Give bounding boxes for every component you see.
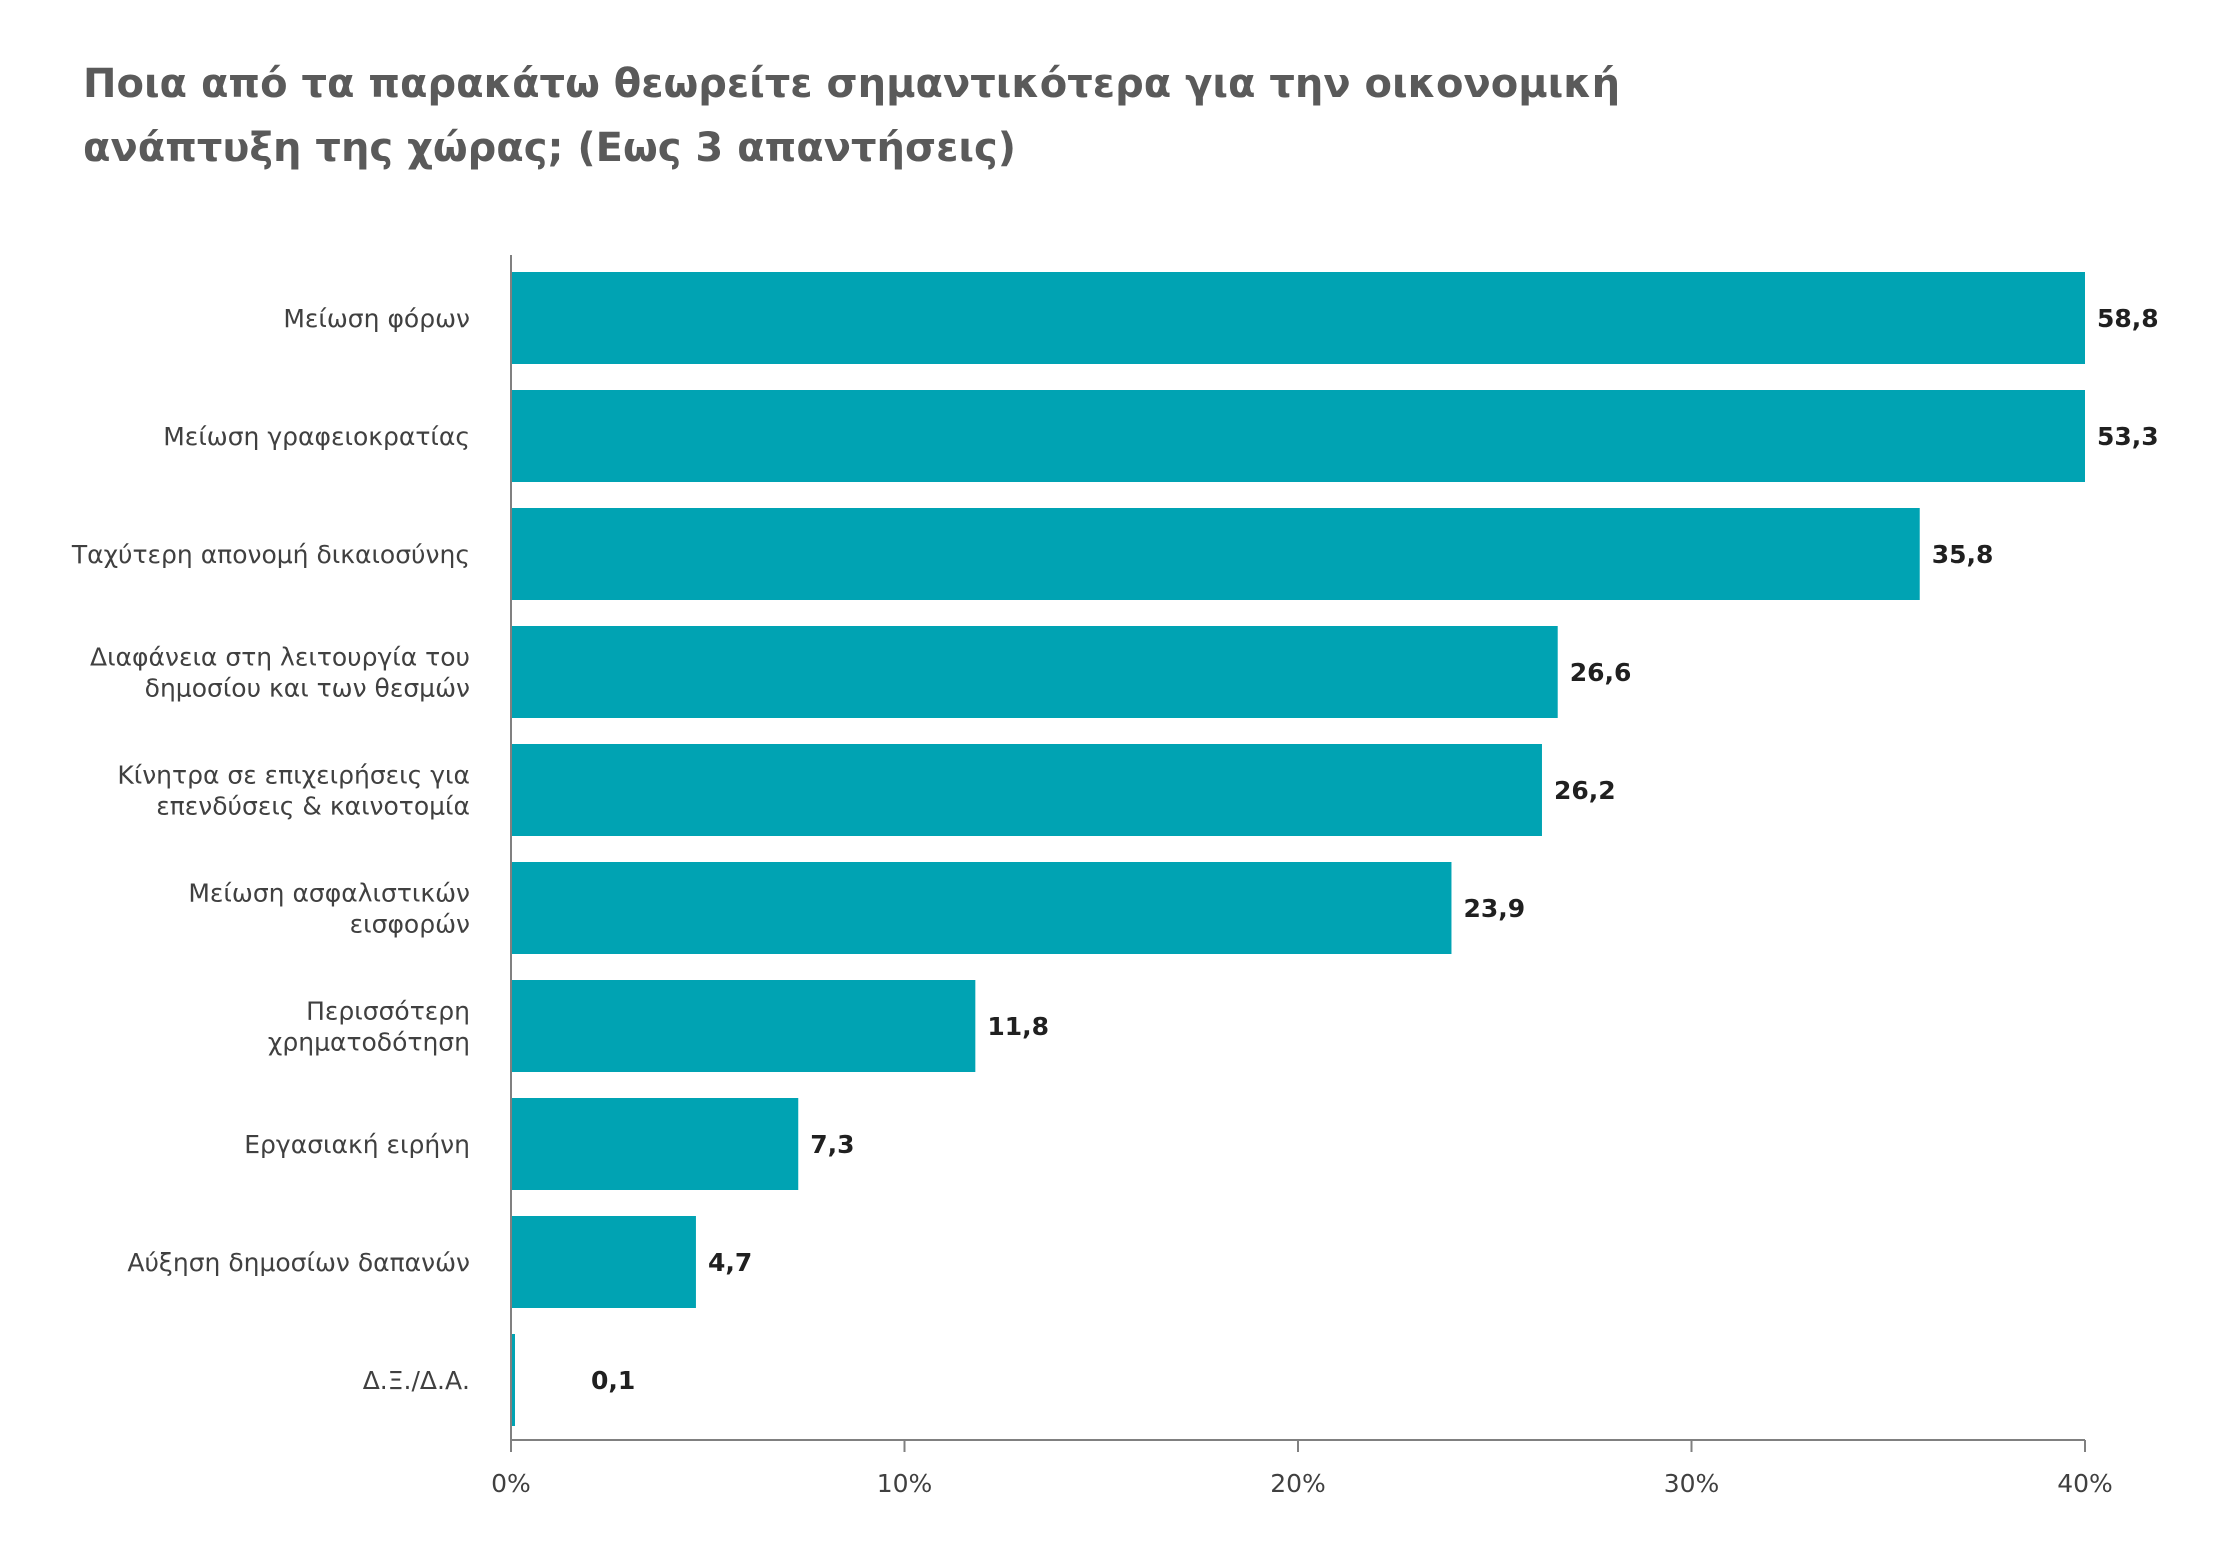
- value-label: 26,2: [1554, 776, 1616, 805]
- x-tick-label: 20%: [1270, 1469, 1326, 1498]
- category-label: επενδύσεις & καινοτομία: [156, 792, 470, 821]
- value-label: 26,6: [1570, 658, 1632, 687]
- bar: [511, 980, 976, 1072]
- value-labels-group: 58,8 53,3 35,8 26,6 26,2 23,9 11,8 7,3 4,7 0,1: [591, 304, 2159, 1395]
- category-label: Μείωση γραφειοκρατίας: [163, 422, 470, 451]
- category-label: χρηματοδότηση: [268, 1028, 470, 1057]
- category-label: Μείωση φόρων: [283, 304, 470, 333]
- category-label: Περισσότερη: [306, 997, 470, 1026]
- category-label: δημοσίου και των θεσμών: [145, 674, 470, 703]
- category-label: Διαφάνεια στη λειτουργία του: [90, 643, 470, 672]
- value-label: 11,8: [987, 1012, 1049, 1041]
- value-label: 4,7: [708, 1248, 752, 1277]
- category-label: Ταχύτερη απονομή δικαιοσύνης: [71, 540, 470, 569]
- bar: [511, 508, 1920, 600]
- x-tick-label: 30%: [1664, 1469, 1720, 1498]
- category-label: Μείωση ασφαλιστικών: [188, 879, 470, 908]
- value-label: 0,1: [591, 1366, 635, 1395]
- value-label: 7,3: [810, 1130, 854, 1159]
- bar: [511, 1334, 515, 1426]
- x-ticks-group: 0% 10% 20% 30% 40%: [491, 1440, 2113, 1498]
- value-label: 23,9: [1463, 894, 1525, 923]
- category-label: Αύξηση δημοσίων δαπανών: [127, 1248, 470, 1277]
- category-label: Εργασιακή ειρήνη: [244, 1130, 470, 1159]
- bar: [511, 1098, 799, 1190]
- bars-group: [511, 272, 2085, 1426]
- value-label: 58,8: [2097, 304, 2159, 333]
- x-tick-label: 40%: [2057, 1469, 2113, 1498]
- chart-title: Ποια από τα παρακάτω θεωρείτε σημαντικότ…: [83, 52, 1783, 180]
- value-label: 35,8: [1932, 540, 1994, 569]
- value-label: 53,3: [2097, 422, 2159, 451]
- x-tick-label: 0%: [491, 1469, 531, 1498]
- x-tick-label: 10%: [877, 1469, 933, 1498]
- category-label: Κίνητρα σε επιχειρήσεις για: [117, 761, 470, 790]
- chart-title-line-1: Ποια από τα παρακάτω θεωρείτε σημαντικότ…: [83, 61, 1621, 107]
- category-label: Δ.Ξ./Δ.Α.: [363, 1366, 470, 1395]
- bar: [511, 390, 2085, 482]
- bar: [511, 272, 2085, 364]
- category-labels-group: Μείωση φόρων Μείωση γραφειοκρατίας Ταχύτερ…: [71, 304, 470, 1395]
- bar: [511, 744, 1542, 836]
- bar: [511, 862, 1452, 954]
- bar: [511, 626, 1558, 718]
- bar: [511, 1216, 696, 1308]
- chart-title-line-2: ανάπτυξη της χώρας; (Εως 3 απαντήσεις): [83, 125, 1016, 171]
- category-label: εισφορών: [350, 910, 470, 939]
